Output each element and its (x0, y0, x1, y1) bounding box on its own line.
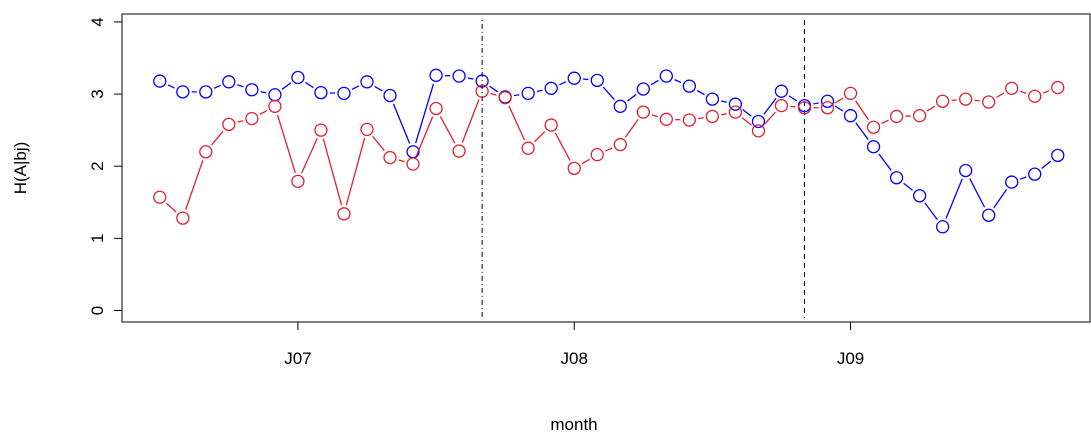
point (1051, 148, 1065, 163)
point (843, 109, 858, 123)
point (452, 69, 466, 83)
point (360, 122, 374, 137)
series-line (159, 86, 1058, 220)
point (751, 124, 766, 138)
y-tick-label: 2 (88, 161, 107, 170)
point (153, 74, 167, 88)
y-tick-label: 0 (88, 306, 107, 315)
point (475, 84, 489, 98)
point (613, 137, 627, 152)
point (199, 145, 213, 159)
point (245, 83, 259, 97)
point (982, 95, 996, 109)
point (728, 97, 743, 111)
point (866, 120, 881, 134)
point (797, 101, 812, 115)
point (176, 85, 190, 99)
point (866, 140, 881, 154)
point (843, 86, 858, 100)
point (912, 189, 927, 203)
point (291, 174, 305, 188)
y-tick-label: 4 (88, 17, 107, 26)
point (682, 79, 697, 93)
x-tick-label: J08 (561, 349, 588, 368)
point (521, 86, 535, 100)
point (774, 84, 789, 98)
point (935, 220, 950, 234)
point (889, 109, 904, 124)
point (1005, 175, 1019, 189)
point (1051, 80, 1065, 95)
point (176, 211, 190, 225)
point (314, 85, 328, 100)
point (705, 92, 720, 106)
y-tick-label: 3 (88, 89, 107, 98)
point (452, 144, 466, 158)
point (728, 105, 743, 119)
x-tick-label: J07 (284, 349, 311, 368)
point (337, 207, 351, 221)
point (383, 150, 397, 165)
point (1028, 89, 1042, 103)
point (544, 118, 558, 132)
point (636, 105, 650, 119)
point (912, 109, 927, 123)
point (567, 71, 581, 85)
x-axis-label: month (550, 415, 597, 434)
point (659, 112, 673, 126)
point (1028, 167, 1042, 181)
point (751, 114, 766, 129)
point (337, 86, 351, 100)
point (959, 163, 973, 178)
point (314, 123, 328, 137)
point (153, 190, 167, 204)
point (383, 88, 397, 103)
series-line (159, 74, 1059, 229)
point (498, 91, 512, 105)
y-tick-label: 1 (88, 234, 107, 243)
point (222, 117, 236, 132)
point (982, 208, 996, 222)
point (590, 148, 604, 162)
point (291, 70, 305, 85)
point (889, 171, 904, 185)
point (682, 113, 697, 127)
point (199, 85, 213, 99)
point (636, 82, 650, 96)
point (429, 101, 443, 116)
point (1005, 81, 1019, 95)
point (222, 75, 236, 89)
point (659, 69, 673, 83)
point (820, 101, 835, 115)
point (268, 99, 282, 113)
y-axis-label: H(A|bj) (11, 142, 30, 195)
point (590, 73, 604, 88)
point (360, 75, 374, 89)
point (245, 111, 259, 126)
point (406, 157, 420, 171)
point (475, 74, 489, 88)
plot-box (121, 13, 1091, 323)
point (935, 94, 950, 108)
point (429, 68, 443, 82)
point (567, 161, 581, 176)
point (544, 81, 558, 95)
point (959, 92, 973, 106)
point (521, 141, 535, 155)
point (774, 98, 789, 113)
point (705, 109, 720, 124)
point (613, 99, 627, 113)
x-tick-label: J09 (837, 349, 864, 368)
